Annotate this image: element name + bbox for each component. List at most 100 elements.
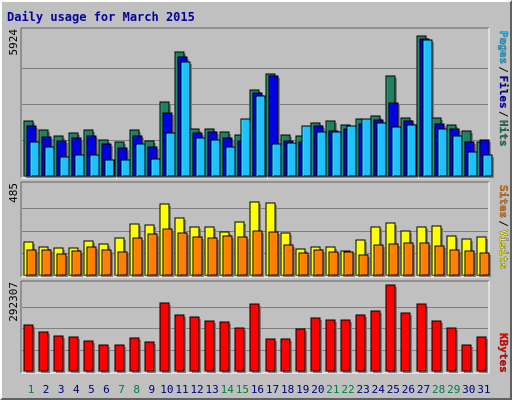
bar-sites-day-25 — [388, 243, 399, 276]
bar-kbytes-day-12 — [189, 316, 200, 372]
x-tick-label-day-20: 20 — [311, 383, 324, 396]
bar-kbytes-day-9 — [144, 341, 155, 372]
x-tick-label-day-17: 17 — [266, 383, 279, 396]
bar-sites-day-28 — [434, 245, 445, 276]
bar-sites-day-7 — [117, 251, 128, 276]
legend-files: Files — [497, 76, 510, 109]
chart-panel-3: 292307 — [7, 280, 490, 374]
x-tick-label-day-29: 29 — [447, 383, 460, 396]
bar-sites-day-12 — [192, 236, 203, 276]
x-tick-label-day-1: 1 — [28, 383, 35, 396]
bar-kbytes-day-6 — [98, 344, 109, 372]
chart-title: Daily usage for March 2015 — [7, 10, 195, 24]
bar-sites-day-13 — [207, 237, 218, 276]
y-axis-max-label: 292307 — [7, 282, 20, 322]
bar-sites-day-18 — [283, 244, 294, 276]
bar-sites-day-14 — [222, 235, 233, 276]
bar-sites-day-27 — [419, 242, 430, 276]
x-tick-label-day-22: 22 — [341, 383, 354, 396]
bar-kbytes-day-14 — [219, 321, 230, 372]
x-tick-label-day-11: 11 — [175, 383, 188, 396]
bar-sites-day-1 — [26, 249, 37, 276]
bar-kbytes-day-26 — [400, 312, 411, 372]
bar-sites-day-24 — [373, 244, 384, 276]
bar-pages-day-16 — [255, 95, 266, 177]
x-tick-label-day-15: 15 — [236, 383, 249, 396]
x-tick-label-day-7: 7 — [118, 383, 125, 396]
x-tick-label-day-2: 2 — [43, 383, 50, 396]
legend-hits: Hits — [497, 120, 510, 147]
bar-sites-day-8 — [132, 237, 143, 276]
bar-kbytes-day-24 — [370, 310, 381, 372]
bar-pages-day-11 — [180, 61, 191, 177]
bar-kbytes-day-10 — [159, 302, 170, 372]
bar-kbytes-day-17 — [265, 338, 276, 372]
x-tick-label-day-6: 6 — [103, 383, 110, 396]
x-tick-label-day-5: 5 — [88, 383, 95, 396]
x-tick-label-day-8: 8 — [133, 383, 140, 396]
bar-kbytes-day-16 — [249, 303, 260, 372]
bar-kbytes-day-31 — [476, 336, 487, 372]
bar-kbytes-day-21 — [325, 319, 336, 372]
y-axis-max-label: 485 — [7, 183, 20, 203]
x-tick-label-day-24: 24 — [372, 383, 386, 396]
legend-visits: Visits — [497, 230, 510, 270]
bar-kbytes-day-4 — [68, 336, 79, 372]
bar-kbytes-day-8 — [129, 337, 140, 372]
bar-sites-day-22 — [343, 251, 354, 276]
chart-panel-1: 5924 — [7, 27, 494, 179]
bar-kbytes-day-2 — [38, 331, 49, 372]
bar-sites-day-6 — [101, 249, 112, 276]
x-tick-label-day-26: 26 — [402, 383, 415, 396]
x-tick-label-day-16: 16 — [251, 383, 264, 396]
x-tick-label-day-10: 10 — [160, 383, 173, 396]
bar-sites-day-26 — [403, 242, 414, 276]
legend-kbytes: KBytes — [497, 333, 510, 373]
bar-kbytes-day-29 — [446, 327, 457, 372]
bar-sites-day-21 — [328, 251, 339, 276]
chart-panel-2: 485 — [7, 181, 491, 278]
bar-kbytes-day-18 — [280, 338, 291, 372]
y-axis-max-label: 5924 — [7, 29, 20, 56]
bar-kbytes-day-19 — [295, 328, 306, 372]
bar-kbytes-day-5 — [83, 340, 94, 372]
bar-sites-day-30 — [464, 250, 475, 276]
x-tick-label-day-25: 25 — [387, 383, 400, 396]
legend-separator: / — [497, 111, 510, 118]
legend-pages: Pages — [497, 31, 510, 64]
x-tick-label-day-19: 19 — [296, 383, 309, 396]
bar-sites-day-5 — [86, 246, 97, 276]
x-tick-label-day-18: 18 — [281, 383, 294, 396]
x-tick-label-day-3: 3 — [58, 383, 65, 396]
bar-kbytes-day-28 — [431, 320, 442, 372]
bar-kbytes-day-7 — [114, 344, 125, 372]
bar-pages-day-27 — [422, 39, 433, 177]
bar-kbytes-day-30 — [461, 344, 472, 372]
x-tick-label-day-21: 21 — [326, 383, 339, 396]
x-tick-label-day-23: 23 — [357, 383, 370, 396]
bar-kbytes-day-25 — [385, 284, 396, 372]
bar-sites-day-3 — [56, 253, 67, 276]
x-tick-label-day-13: 13 — [206, 383, 219, 396]
x-tick-label-day-9: 9 — [148, 383, 155, 396]
bar-pages-day-6 — [104, 159, 115, 177]
bar-sites-day-17 — [268, 231, 279, 276]
bar-sites-day-19 — [298, 252, 309, 276]
bar-sites-day-16 — [252, 230, 263, 276]
bar-kbytes-day-11 — [174, 314, 185, 372]
bar-kbytes-day-13 — [204, 320, 215, 372]
bar-kbytes-day-15 — [234, 327, 245, 372]
x-tick-label-day-27: 27 — [417, 383, 430, 396]
x-tick-label-day-31: 31 — [477, 383, 490, 396]
bar-kbytes-day-1 — [23, 324, 34, 372]
bar-sites-day-9 — [147, 233, 158, 276]
bar-sites-day-23 — [358, 254, 369, 276]
bar-sites-day-15 — [237, 236, 248, 276]
x-tick-label-day-4: 4 — [73, 383, 80, 396]
bar-pages-day-31 — [482, 154, 493, 177]
bar-kbytes-day-20 — [310, 317, 321, 372]
bar-kbytes-day-23 — [355, 314, 366, 372]
bar-sites-day-4 — [71, 250, 82, 276]
legend-separator: / — [497, 67, 510, 74]
